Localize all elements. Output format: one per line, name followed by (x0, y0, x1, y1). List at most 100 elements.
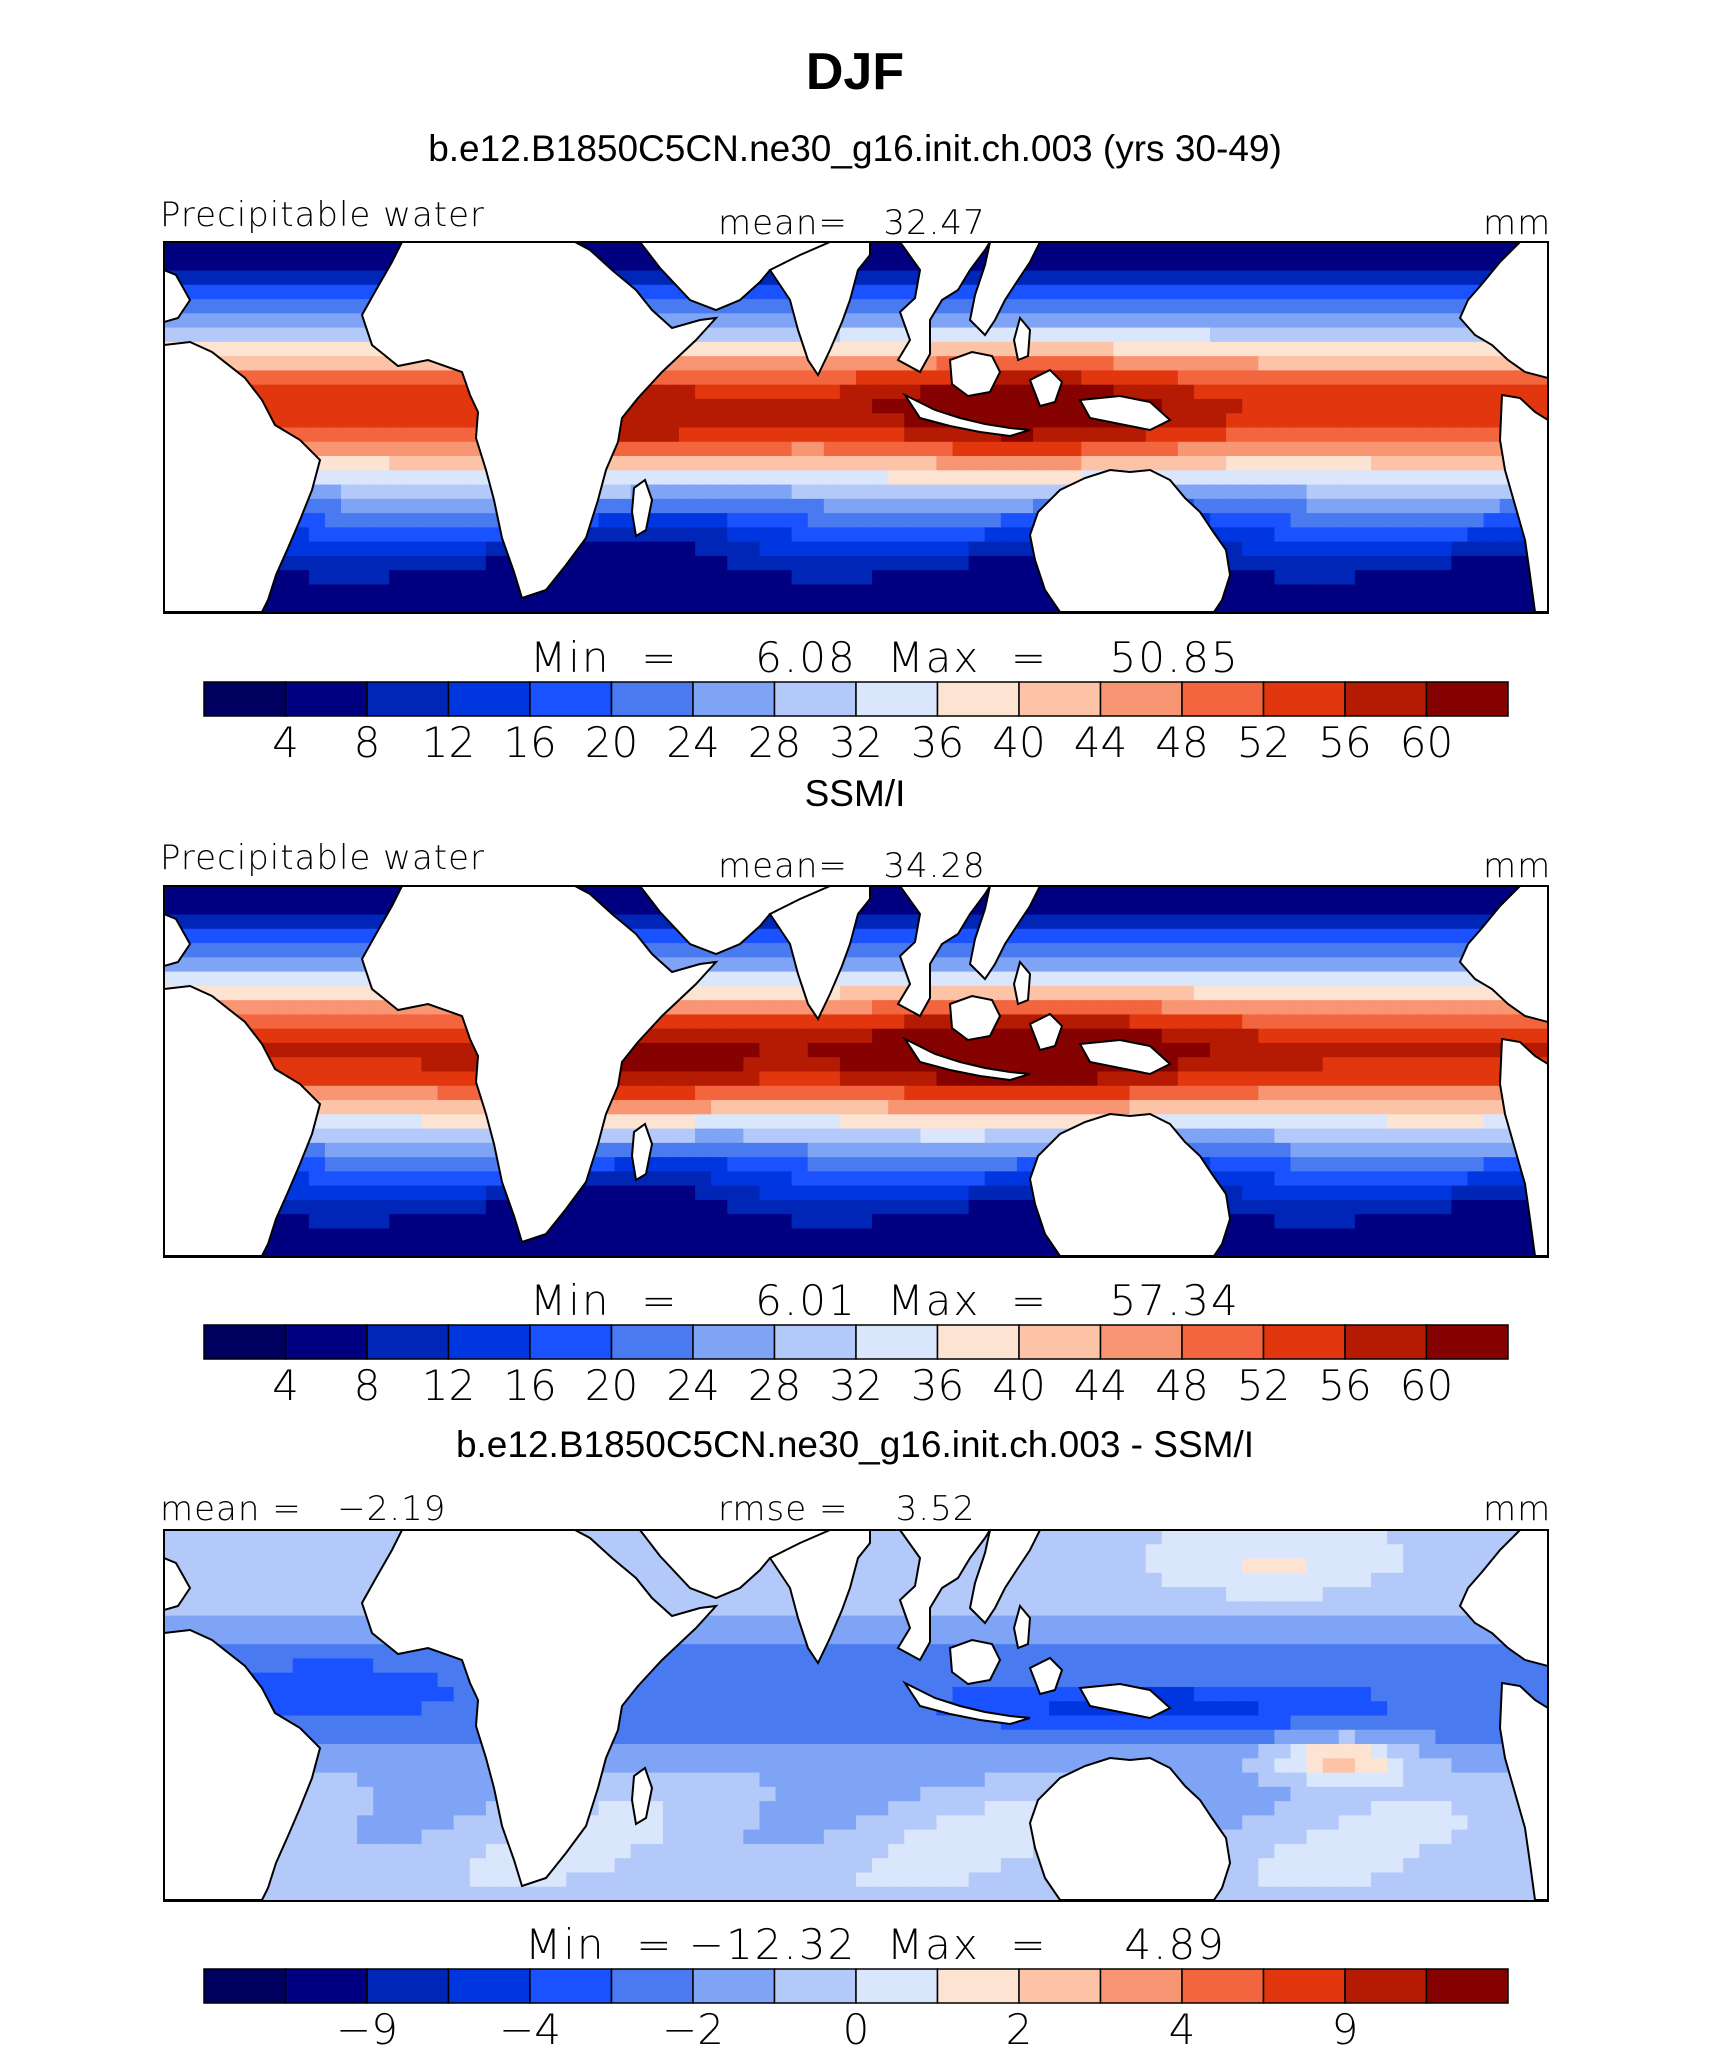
contour-cell (1097, 313, 1115, 329)
contour-cell (823, 398, 841, 415)
contour-cell (308, 584, 326, 600)
contour-cell (437, 470, 455, 486)
contour-cell (711, 570, 729, 586)
contour-cell (1370, 1114, 1388, 1130)
contour-cell (1016, 570, 1034, 586)
contour-cell (1322, 284, 1340, 300)
contour-cell (711, 1071, 729, 1087)
contour-cell (695, 356, 712, 372)
contour-cell (1177, 1544, 1195, 1560)
panel-1-minmax: Min = 6.08 Max = 50.85 (530, 633, 1240, 682)
contour-cell (292, 1228, 310, 1244)
contour-cell (389, 1100, 407, 1116)
panel-2-right-label: mm (1483, 846, 1552, 886)
contour-cell (1274, 1085, 1292, 1101)
contour-cell (678, 1085, 696, 1101)
contour-cell (727, 1085, 745, 1101)
contour-cell (904, 541, 922, 557)
contour-cell (1210, 1085, 1227, 1101)
contour-cell (1338, 1530, 1356, 1546)
contour-cell (743, 1601, 761, 1617)
contour-cell (373, 1042, 391, 1059)
contour-cell (308, 928, 326, 944)
contour-cell (1354, 1171, 1372, 1187)
contour-cell (308, 299, 326, 315)
contour-cell (1065, 1028, 1083, 1044)
contour-cell (1193, 370, 1211, 386)
contour-cell (1242, 1100, 1260, 1116)
contour-cell (1274, 1587, 1292, 1603)
contour-cell (1033, 270, 1050, 286)
contour-cell (389, 1199, 407, 1215)
contour-cell (1177, 928, 1195, 944)
contour-cell (1419, 1530, 1437, 1546)
contour-cell (1161, 356, 1179, 372)
contour-cell (1451, 1558, 1469, 1574)
contour-cell (791, 1157, 809, 1173)
contour-cell (984, 1171, 1002, 1187)
contour-cell (678, 541, 696, 557)
contour-cell (357, 527, 375, 543)
contour-cell (1354, 456, 1372, 472)
contour-cell (1435, 1085, 1453, 1101)
contour-cell (1145, 1558, 1163, 1574)
contour-cell (324, 1071, 342, 1087)
contour-cell (695, 1228, 712, 1244)
contour-cell (1129, 1587, 1147, 1603)
contour-cell (1065, 1042, 1083, 1059)
contour-cell (469, 513, 487, 529)
contour-cell (244, 256, 262, 272)
contour-cell (904, 498, 922, 514)
contour-cell (662, 498, 680, 514)
contour-cell (1274, 1558, 1292, 1574)
contour-cell (1274, 541, 1292, 557)
contour-cell (324, 441, 342, 457)
contour-cell (308, 413, 326, 429)
contour-cell (711, 598, 729, 613)
contour-cell (1370, 470, 1388, 486)
contour-cell (678, 1228, 696, 1244)
contour-cell (920, 1214, 938, 1230)
contour-cell (1435, 570, 1453, 586)
contour-cell (453, 1042, 471, 1059)
contour-cell (1451, 1171, 1469, 1187)
contour-cell (1274, 928, 1292, 944)
contour-cell (373, 356, 391, 372)
contour-cell (357, 284, 375, 300)
contour-cell (823, 527, 841, 543)
contour-cell (1000, 1171, 1018, 1187)
contour-cell (1274, 570, 1292, 586)
contour-cell (405, 484, 423, 500)
contour-cell (1193, 1572, 1211, 1588)
contour-cell (389, 1171, 407, 1187)
contour-cell (244, 313, 262, 329)
contour-cell (1387, 584, 1404, 600)
contour-cell (1387, 914, 1404, 930)
contour-cell (341, 886, 358, 902)
contour-cell (196, 943, 214, 959)
contour-cell (1049, 957, 1067, 973)
contour-cell (228, 313, 246, 329)
contour-cell (341, 584, 358, 600)
contour-cell (630, 900, 648, 916)
contour-cell (1370, 270, 1388, 286)
contour-cell (695, 1185, 712, 1201)
contour-cell (1210, 284, 1227, 300)
contour-cell (1145, 1100, 1163, 1116)
contour-cell (1193, 356, 1211, 372)
contour-cell (743, 957, 761, 973)
contour-cell (598, 1142, 616, 1158)
contour-cell (1242, 1171, 1260, 1187)
contour-cell (1338, 971, 1356, 987)
contour-cell (1226, 886, 1244, 902)
contour-cell (1177, 341, 1195, 357)
contour-cell (743, 1057, 761, 1073)
contour-cell (196, 1544, 214, 1560)
contour-cell (244, 886, 262, 902)
contour-cell (1290, 1071, 1308, 1087)
contour-cell (1435, 1000, 1453, 1016)
contour-cell (888, 1572, 906, 1588)
contour-cell (1451, 886, 1469, 902)
contour-cell (437, 1057, 455, 1073)
contour-cell (856, 498, 873, 514)
